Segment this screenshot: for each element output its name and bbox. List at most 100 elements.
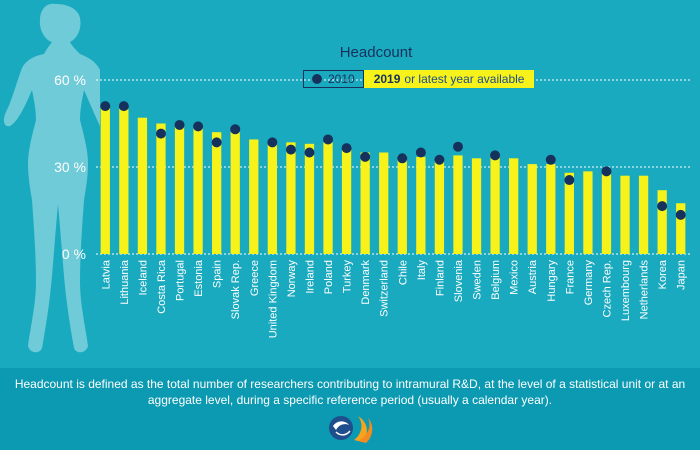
bar-2019 — [212, 132, 222, 254]
x-tick-label: Luxembourg — [620, 260, 632, 321]
x-tick-label: Ireland — [304, 260, 316, 294]
x-tick-label: Hungary — [546, 260, 558, 302]
y-tick-label: 0 % — [62, 246, 86, 262]
bar-2019 — [527, 164, 537, 254]
legend-marker-dot-icon — [312, 74, 322, 84]
bar-2019 — [341, 149, 352, 254]
bar-2019 — [453, 155, 463, 254]
bar-2019 — [601, 174, 612, 254]
bar-2019 — [471, 158, 482, 254]
bar-2019 — [174, 124, 185, 254]
x-tick-label: Turkey — [342, 260, 354, 294]
legend-label-2019-rest: or latest year available — [404, 72, 525, 86]
bar-2019 — [156, 123, 166, 254]
marker-2010 — [211, 137, 222, 148]
bar-2019 — [583, 171, 593, 254]
bar-2019 — [397, 155, 407, 254]
bar-2019 — [564, 172, 574, 254]
x-tick-label: Iceland — [137, 260, 149, 295]
x-tick-label: Estonia — [193, 259, 205, 297]
legend-label-2010: 2010 — [328, 72, 355, 86]
bar-2019 — [638, 175, 649, 254]
x-tick-label: Slovak Rep. — [230, 260, 242, 319]
footnote-text: Headcount is defined as the total number… — [14, 377, 686, 407]
x-tick-label: Slovenia — [453, 259, 465, 302]
x-tick-label: Czech Rep. — [601, 260, 613, 317]
marker-2010 — [397, 153, 408, 164]
bar-2019 — [657, 190, 667, 254]
marker-2010 — [415, 147, 426, 158]
bar-2019 — [137, 117, 148, 254]
x-tick-label: Belgium — [490, 260, 502, 300]
marker-2010 — [545, 154, 556, 165]
marker-2010 — [155, 128, 166, 139]
bar-2019 — [193, 126, 203, 254]
bar-2019 — [490, 156, 500, 254]
marker-2010 — [360, 151, 371, 162]
bar-2019 — [620, 175, 630, 254]
bar-2019 — [100, 107, 110, 254]
x-tick-label: Norway — [286, 260, 298, 298]
bar-2019 — [360, 152, 370, 254]
y-tick-label: 60 % — [54, 72, 86, 88]
marker-2010 — [434, 154, 445, 165]
y-tick-label: 30 % — [54, 159, 86, 175]
x-tick-label: Lithuania — [119, 259, 131, 305]
chart-legend: 2010 2019 or latest year available — [303, 70, 535, 88]
marker-2010 — [174, 119, 185, 130]
chart-title: Headcount — [339, 44, 413, 61]
x-tick-label: Spain — [212, 260, 224, 288]
x-tick-label: Costa Rica — [156, 259, 168, 314]
marker-2010 — [230, 124, 241, 135]
oecd-logo-icon — [329, 416, 373, 443]
x-tick-label: Mexico — [509, 260, 521, 295]
marker-2010 — [452, 141, 463, 152]
footnote-panel — [0, 368, 700, 450]
x-tick-label: Switzerland — [379, 260, 391, 317]
x-tick-label: United Kingdom — [267, 260, 279, 338]
x-tick-label: Germany — [583, 260, 595, 306]
marker-2010 — [304, 147, 315, 158]
bar-2019 — [267, 143, 277, 254]
bar-2019 — [249, 139, 259, 254]
marker-2010 — [323, 134, 334, 145]
x-tick-label: Sweden — [472, 260, 484, 300]
marker-2010 — [657, 201, 668, 212]
bar-2019 — [379, 152, 389, 254]
x-tick-label: Japan — [676, 260, 688, 290]
x-tick-label: Italy — [416, 260, 428, 281]
marker-2010 — [675, 209, 686, 220]
x-tick-label: Korea — [657, 259, 669, 289]
x-tick-label: France — [564, 260, 576, 294]
x-tick-label: Latvia — [100, 259, 112, 289]
headcount-chart: 0 % 30 % 60 % Latvia Lithuania Iceland Costa … — [54, 72, 690, 338]
bar-2019 — [509, 158, 519, 254]
x-tick-label: Greece — [249, 260, 261, 296]
x-tick-label: Netherlands — [639, 260, 651, 320]
x-tick-label: Chile — [397, 260, 409, 285]
x-tick-label: Poland — [323, 260, 335, 294]
female-silhouette-icon — [3, 3, 100, 353]
x-tick-label: Finland — [434, 260, 446, 296]
marker-2010 — [564, 175, 575, 186]
marker-2010 — [267, 137, 278, 148]
marker-2010 — [118, 101, 129, 112]
bar-2019 — [286, 142, 296, 254]
marker-2010 — [341, 143, 352, 154]
bar-2019 — [304, 143, 315, 254]
marker-2010 — [601, 166, 612, 177]
bar-2019 — [119, 109, 129, 254]
marker-2010 — [490, 150, 501, 161]
bar-2019 — [230, 132, 240, 254]
bar-2019 — [676, 203, 686, 254]
x-tick-label: Portugal — [175, 260, 187, 301]
x-tick-label: Denmark — [360, 260, 372, 305]
marker-2010 — [285, 144, 296, 155]
bar-2019 — [416, 156, 426, 254]
bar-2019 — [546, 164, 556, 254]
legend-item-2019: 2019 or latest year available — [363, 70, 535, 88]
legend-label-2019: 2019 — [373, 72, 401, 86]
x-tick-label: Austria — [527, 259, 539, 294]
bar-2019 — [323, 142, 333, 254]
marker-2010 — [193, 121, 204, 132]
